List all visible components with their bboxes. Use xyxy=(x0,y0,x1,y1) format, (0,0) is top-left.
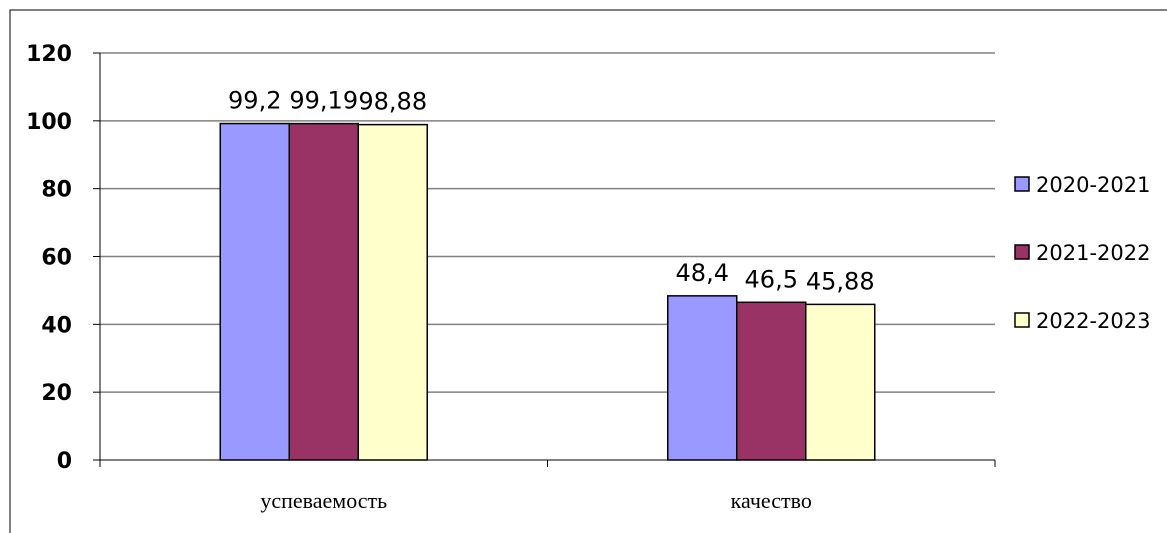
chart-border xyxy=(9,9,1167,533)
category-label: качество xyxy=(731,488,812,513)
data-label: 99,19 xyxy=(289,87,358,115)
y-tick-label: 40 xyxy=(41,313,72,338)
data-label: 45,88 xyxy=(806,267,875,295)
legend: 2020-2021 2021-2022 2022-2023 xyxy=(1014,173,1150,333)
y-tick-label: 0 xyxy=(57,449,72,474)
y-tick-label: 60 xyxy=(41,246,72,271)
data-label: 98,88 xyxy=(358,88,427,116)
category-label: успеваемость xyxy=(260,488,387,513)
bar-2022-2023-качество xyxy=(805,303,876,461)
bar-2022-2023-успеваемость xyxy=(357,123,428,461)
data-label: 46,5 xyxy=(745,265,798,293)
legend-label: 2020-2021 xyxy=(1036,173,1150,197)
data-labels: 99,2 99,19 98,88 48,4 46,5 45,88 xyxy=(228,87,875,296)
bar-2021-2022-качество xyxy=(736,301,807,461)
bar-2020-2021-качество xyxy=(667,295,738,461)
legend-label: 2022-2023 xyxy=(1036,309,1150,333)
bar-2021-2022-успеваемость xyxy=(288,122,359,461)
legend-label: 2021-2022 xyxy=(1036,241,1150,265)
y-tick-label: 20 xyxy=(41,381,72,406)
bar-2020-2021-успеваемость xyxy=(219,122,290,461)
category-labels: успеваемость качество xyxy=(260,488,812,513)
legend-swatch xyxy=(1014,244,1030,260)
y-tick-label: 80 xyxy=(41,178,72,203)
data-label: 99,2 xyxy=(228,87,281,115)
y-tick-label: 120 xyxy=(26,42,72,67)
bars xyxy=(219,122,876,461)
legend-swatch xyxy=(1014,176,1030,192)
legend-swatch xyxy=(1014,312,1030,328)
axes: 0 20 40 60 80 100 120 xyxy=(26,42,996,474)
y-tick-label: 100 xyxy=(26,110,72,135)
data-label: 48,4 xyxy=(676,259,729,287)
